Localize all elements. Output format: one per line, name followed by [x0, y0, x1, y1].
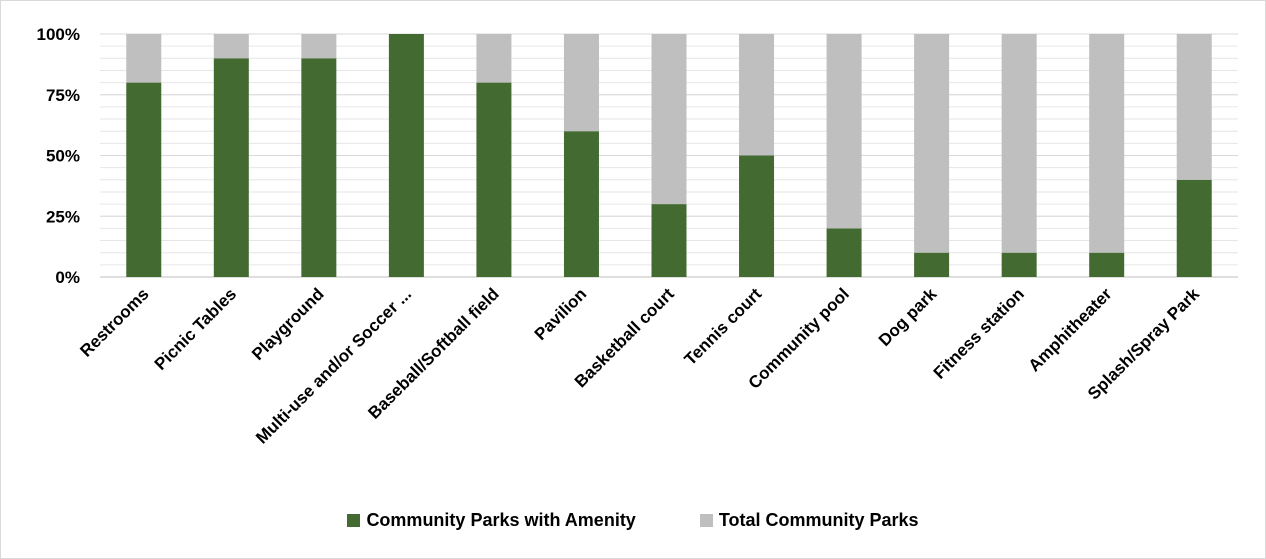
- bar-with-amenity: [826, 228, 862, 277]
- bar-total: [914, 34, 950, 253]
- bar-with-amenity: [388, 34, 424, 277]
- y-tick-label: 25%: [46, 207, 80, 226]
- bar-with-amenity: [476, 82, 512, 277]
- x-tick-label: Pavilion: [531, 284, 591, 344]
- x-tick-label: Picnic Tables: [151, 284, 240, 373]
- x-tick-label: Dog park: [875, 284, 941, 350]
- bar-total: [1089, 34, 1125, 253]
- legend-item-with-amenity: Community Parks with Amenity: [347, 510, 636, 531]
- bar-total: [1176, 34, 1212, 180]
- bar-with-amenity: [213, 58, 249, 277]
- x-tick-label: Multi-use and/or Soccer ...: [252, 284, 415, 447]
- y-tick-label: 75%: [46, 86, 80, 105]
- y-tick-label: 0%: [55, 268, 80, 287]
- bar-total: [563, 34, 599, 132]
- bar-total: [301, 34, 337, 59]
- bar-with-amenity: [563, 131, 599, 277]
- bar-total: [126, 34, 162, 83]
- bar-total: [739, 34, 775, 156]
- bar-total: [476, 34, 512, 83]
- bar-with-amenity: [301, 58, 337, 277]
- legend-swatch-with-amenity: [347, 514, 361, 527]
- bar-with-amenity: [1089, 252, 1125, 277]
- bar-with-amenity: [651, 204, 687, 277]
- bar-with-amenity: [1001, 252, 1037, 277]
- x-tick-label: Fitness station: [930, 284, 1028, 382]
- bar-total: [213, 34, 249, 59]
- legend-label-with-amenity: Community Parks with Amenity: [366, 510, 636, 530]
- bar-with-amenity: [739, 155, 775, 277]
- y-tick-label: 50%: [46, 147, 80, 166]
- bar-with-amenity: [914, 252, 950, 277]
- legend-label-total: Total Community Parks: [718, 510, 919, 530]
- legend-item-total: Total Community Parks: [699, 510, 919, 531]
- bar-total: [826, 34, 862, 229]
- x-tick-label: Restrooms: [76, 284, 152, 360]
- x-tick-label: Tennis court: [681, 284, 766, 369]
- x-tick-label: Playground: [248, 284, 328, 364]
- bar-total: [1001, 34, 1037, 253]
- y-tick-label: 100%: [37, 25, 80, 44]
- x-tick-label: Amphitheater: [1025, 284, 1116, 375]
- bar-with-amenity: [1176, 179, 1212, 277]
- chart-legend: Community Parks with Amenity Total Commu…: [0, 510, 1266, 531]
- bar-with-amenity: [126, 82, 162, 277]
- bar-total: [651, 34, 687, 205]
- legend-swatch-total: [699, 514, 713, 527]
